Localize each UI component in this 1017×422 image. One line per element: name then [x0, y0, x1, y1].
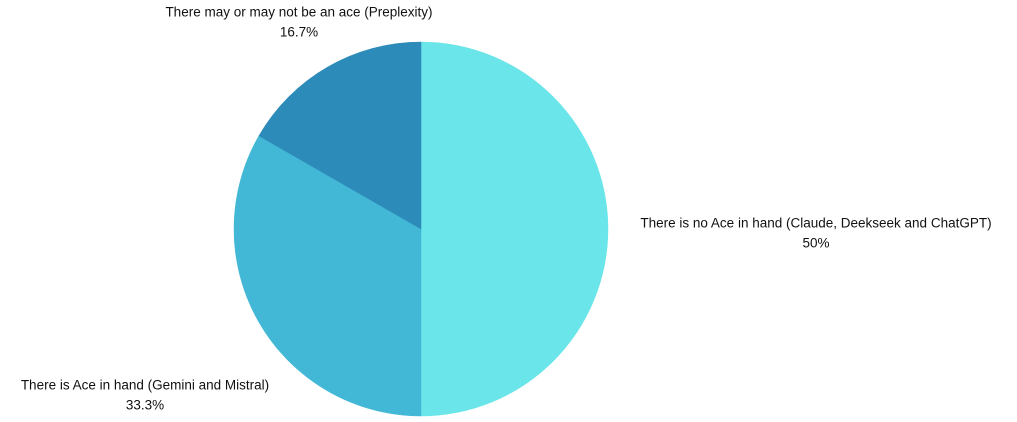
slice-label-3: There may or may not be an ace (Preplexi…	[165, 5, 432, 20]
slice-value-label-2: 33.3%	[126, 398, 164, 413]
slice-value-label-1: 50%	[802, 236, 829, 251]
slice-label-2: There is Ace in hand (Gemini and Mistral…	[21, 378, 269, 393]
pie-slice-3	[258, 41, 422, 230]
pie-slice-2	[233, 135, 422, 417]
pie-labels: There is no Ace in hand (Claude, Deeksee…	[21, 5, 992, 413]
pie-slices	[233, 41, 609, 417]
slice-value-label-3: 16.7%	[280, 25, 318, 40]
pie-slice-1	[420, 41, 609, 417]
slice-label-1: There is no Ace in hand (Claude, Deeksee…	[640, 216, 991, 231]
